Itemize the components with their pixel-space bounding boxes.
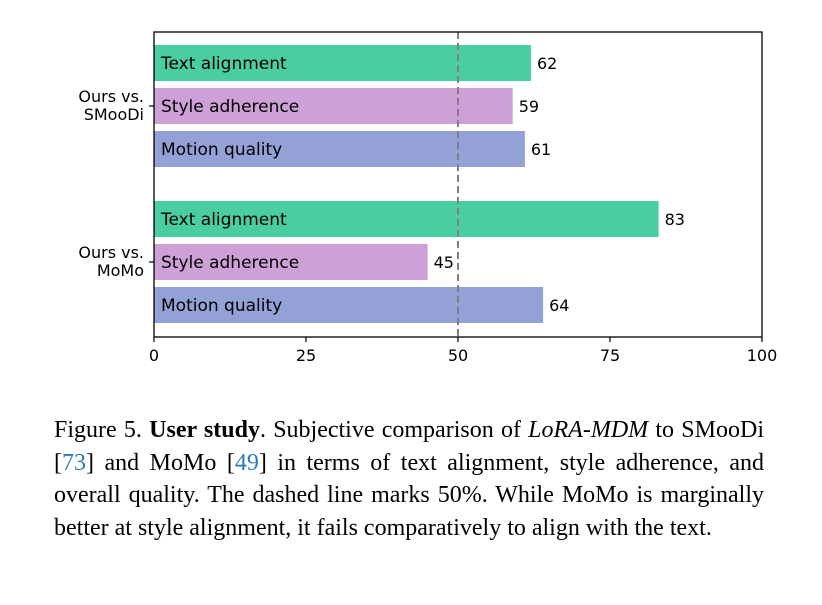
bar-label-g1-b2: Motion quality <box>161 296 282 316</box>
value-label-g0-b2: 61 <box>531 140 551 159</box>
value-label-g0-b0: 62 <box>537 54 557 73</box>
value-label-g1-b0: 83 <box>665 210 685 229</box>
bar-label-g0-b0: Text alignment <box>160 54 287 74</box>
caption-italic: LoRA-MDM <box>528 417 649 443</box>
caption-part4: ] in terms of text alignment, style adhe… <box>54 449 764 541</box>
x-tick-label-2: 50 <box>448 346 468 365</box>
bar-g1-b2 <box>154 287 544 323</box>
x-tick-label-3: 75 <box>600 346 620 365</box>
bar-label-g1-b1: Style adherence <box>161 253 299 273</box>
y-axis-groups: Ours vs. SMooDi Ours vs. MoMo <box>78 87 154 280</box>
bar-label-g0-b2: Motion quality <box>161 140 282 160</box>
bar-g1-b0 <box>154 201 659 237</box>
group-label-g0: Ours vs. SMooDi <box>78 87 144 124</box>
citation-link-49[interactable]: 49 <box>234 449 259 476</box>
x-tick-label-4: 100 <box>747 346 778 365</box>
caption-prefix: Figure 5. <box>54 417 150 443</box>
bar-g0-b1 <box>154 88 513 124</box>
bar-g1-b1 <box>154 244 428 280</box>
bar-g0-b2 <box>154 131 525 167</box>
plot-frame <box>153 31 763 338</box>
bar-g0-b0 <box>154 45 531 81</box>
x-tick-label-1: 25 <box>296 346 316 365</box>
bar-label-g1-b0: Text alignment <box>160 210 287 230</box>
caption-bold: User study <box>149 417 260 443</box>
value-label-g1-b2: 64 <box>549 296 569 315</box>
citation-link-73[interactable]: 73 <box>62 449 86 476</box>
x-axis: 0 25 50 75 100 <box>149 337 777 365</box>
bar-chart: Text alignment 62 Style adherence 59 Motion … <box>78 31 777 365</box>
bar-label-g0-b1: Style adherence <box>161 97 299 117</box>
value-label-g0-b1: 59 <box>519 97 539 116</box>
bars-layer: Text alignment 62 Style adherence 59 Motion … <box>154 45 685 323</box>
caption-part1: . Subjective comparison of <box>259 417 529 443</box>
group-label-g1: Ours vs. MoMo <box>78 243 144 280</box>
figure-caption: Figure 5. User study. Subjective compari… <box>54 414 764 544</box>
caption-part2: to SMooDi [ <box>54 417 764 476</box>
value-label-g1-b1: 45 <box>434 253 454 272</box>
caption-part3: ] and MoMo [ <box>86 449 235 476</box>
x-tick-label-0: 0 <box>149 346 159 365</box>
